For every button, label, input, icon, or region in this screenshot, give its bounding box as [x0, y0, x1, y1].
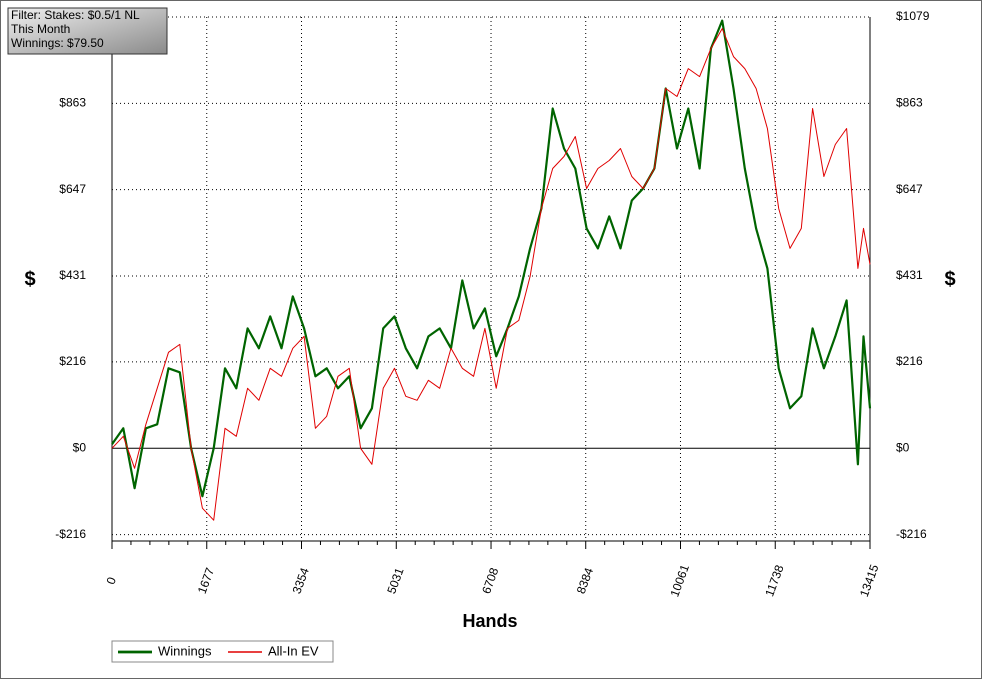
- y-tick-label: -$216: [55, 527, 86, 541]
- y2-axis-label: $: [944, 268, 955, 290]
- y-tick-label: $216: [59, 354, 86, 368]
- x-axis-label: Hands: [462, 611, 517, 631]
- filter-line: Winnings: $79.50: [11, 36, 104, 50]
- x-tick-label: 0: [104, 575, 120, 586]
- y-axis-label: $: [24, 268, 35, 290]
- filter-line: Filter: Stakes: $0.5/1 NL: [11, 8, 140, 22]
- y-tick-label: $0: [73, 440, 87, 454]
- y-tick-label: $863: [59, 96, 86, 110]
- filter-box: [7, 7, 168, 55]
- y-tick-label: $431: [59, 268, 86, 282]
- legend: [111, 640, 334, 663]
- y2-tick-label: $1079: [896, 9, 930, 23]
- legend-label: Winnings: [158, 643, 212, 658]
- line-series: [111, 28, 871, 521]
- legend-items: Winnings All-In EV: [118, 643, 319, 658]
- y2-tick-label: $0: [896, 440, 910, 454]
- filter-line: This Month: [11, 22, 70, 36]
- y2-tick-label: -$216: [896, 527, 927, 541]
- legend-label: All-In EV: [268, 643, 319, 658]
- y2-tick-label: $431: [896, 268, 923, 282]
- line-series: [111, 19, 872, 498]
- plot-area: -$216 -$216 $0 $0 $216 $216 $431 $431 $647 $647 $8…: [53, 9, 930, 599]
- y2-tick-label: $647: [896, 182, 923, 196]
- y-tick-label: $647: [59, 182, 86, 196]
- y2-tick-label: $216: [896, 354, 923, 368]
- y2-tick-label: $863: [896, 96, 923, 110]
